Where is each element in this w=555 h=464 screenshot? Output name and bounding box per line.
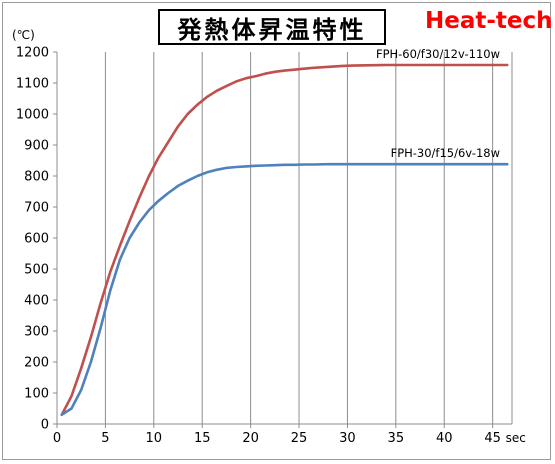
y-tick-label: 300 xyxy=(24,325,49,340)
x-tick-label: 25 xyxy=(291,431,308,446)
y-tick-label: 400 xyxy=(24,294,49,309)
y-tick-label: 900 xyxy=(24,139,49,154)
y-tick-label: 1200 xyxy=(16,46,49,61)
y-tick-label: 700 xyxy=(24,201,49,216)
axes: 0100200300400500600700800900100011001200… xyxy=(16,46,526,447)
y-tick-label: 1000 xyxy=(16,108,49,123)
series-label-1: FPH-60/f30/12v-110w xyxy=(376,47,500,61)
y-tick-label: 1100 xyxy=(16,77,49,92)
series-labels: FPH-60/f30/12v-110w FPH-30/f15/6v-18w xyxy=(376,47,500,160)
x-tick-label: 0 xyxy=(53,431,61,446)
x-tick-label: 35 xyxy=(388,431,405,446)
series-line-1 xyxy=(60,63,509,417)
series-label-2: FPH-30/f15/6v-18w xyxy=(391,146,500,160)
y-tick-label: 100 xyxy=(24,387,49,402)
x-tick-label: 20 xyxy=(242,431,259,446)
brand-logo-text: Heat-tech xyxy=(425,8,553,34)
y-tick-label: 200 xyxy=(24,356,49,371)
series-line-2 xyxy=(60,162,509,417)
x-axis-unit-label: sec xyxy=(506,431,526,445)
x-tick-label: 30 xyxy=(339,431,356,446)
y-tick-label: 600 xyxy=(24,232,49,247)
y-tick-label: 500 xyxy=(24,263,49,278)
grid-lines xyxy=(104,52,513,424)
title-box: 発熱体昇温特性 xyxy=(158,9,386,45)
y-tick-label: 0 xyxy=(41,418,49,433)
chart-title: 発熱体昇温特性 xyxy=(177,15,367,44)
x-tick-label: 45 xyxy=(484,431,501,446)
x-tick-label: 40 xyxy=(436,431,453,446)
x-tick-label: 10 xyxy=(146,431,163,446)
x-tick-label: 5 xyxy=(101,431,109,446)
x-tick-label: 15 xyxy=(194,431,211,446)
y-axis-unit-label: (℃) xyxy=(12,28,35,42)
y-tick-label: 800 xyxy=(24,170,49,185)
chart-frame xyxy=(2,2,551,460)
series-lines xyxy=(60,63,509,417)
